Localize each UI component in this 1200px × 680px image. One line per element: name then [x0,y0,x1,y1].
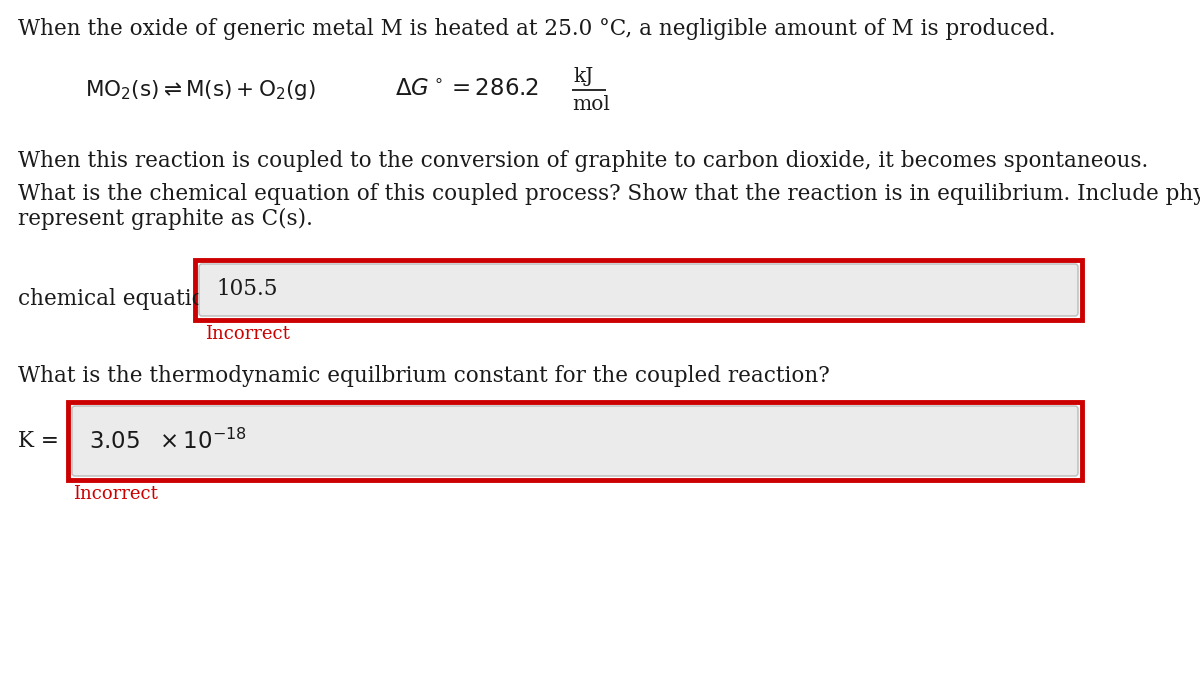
Text: mol: mol [572,95,610,114]
Text: $\mathrm{MO_2(s)} \rightleftharpoons \mathrm{M(s) + O_2(g)}$: $\mathrm{MO_2(s)} \rightleftharpoons \ma… [85,78,316,102]
Text: 105.5: 105.5 [216,278,277,300]
Text: When this reaction is coupled to the conversion of graphite to carbon dioxide, i: When this reaction is coupled to the con… [18,150,1148,172]
Text: Incorrect: Incorrect [73,485,158,503]
Text: When the oxide of generic metal M is heated at 25.0 °C, a negligible amount of M: When the oxide of generic metal M is hea… [18,18,1056,40]
Text: K =: K = [18,430,59,452]
FancyBboxPatch shape [72,406,1078,476]
Text: $3.05\ \ \times10^{-18}$: $3.05\ \ \times10^{-18}$ [89,428,247,454]
Text: kJ: kJ [574,67,593,86]
Text: What is the thermodynamic equilbrium constant for the coupled reaction?: What is the thermodynamic equilbrium con… [18,365,829,387]
Text: represent graphite as C(s).: represent graphite as C(s). [18,208,313,230]
FancyBboxPatch shape [199,264,1078,316]
Text: Incorrect: Incorrect [205,325,290,343]
Text: chemical equation:: chemical equation: [18,288,226,310]
FancyBboxPatch shape [68,402,1082,480]
Text: What is the chemical equation of this coupled process? Show that the reaction is: What is the chemical equation of this co… [18,183,1200,205]
Text: $\Delta G^\circ = 286.2\,$: $\Delta G^\circ = 286.2\,$ [395,79,539,101]
FancyBboxPatch shape [194,260,1082,320]
